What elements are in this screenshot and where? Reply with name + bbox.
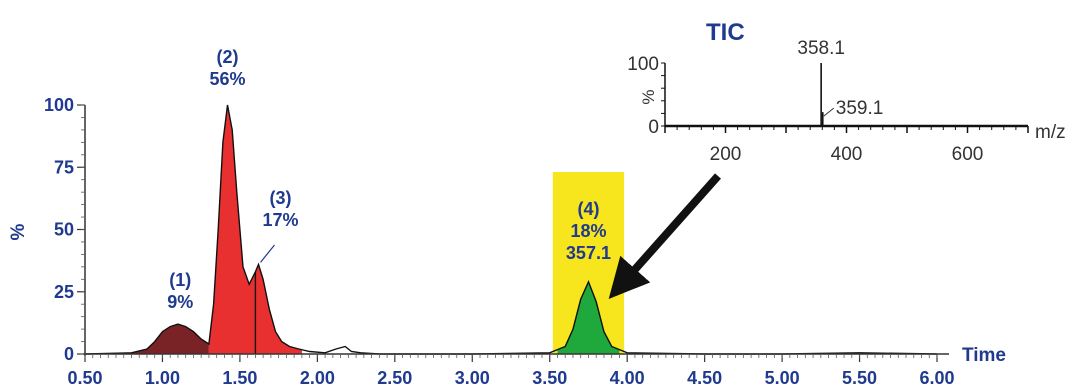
peak-fill-3 [255,264,302,354]
inset-background [600,8,1078,168]
inset-x-axis-label: m/z [1035,122,1066,143]
x-tick-label: 5.50 [842,368,877,388]
peak-label-percent: 9% [167,292,193,312]
peak-label-percent: 17% [262,210,298,230]
x-tick-label: 2.50 [377,368,412,388]
inset-y-tick-label: 0 [648,117,659,138]
y-axis-label: % [8,223,29,240]
x-axis-label: Time [962,345,1006,366]
peak-label-mass: 357.1 [566,243,611,263]
peak-label-id: (3) [269,188,291,208]
inset-x-tick-label: 200 [710,144,742,165]
peak-fill-2 [208,105,256,354]
peak-fill-4 [557,281,620,354]
inset-bar-leader [823,107,835,117]
x-tick-label: 5.00 [765,368,800,388]
x-tick-label: 4.00 [610,368,645,388]
x-tick-label: 1.00 [145,368,180,388]
inset-to-peak-arrow [608,173,721,299]
x-tick-label: 3.00 [455,368,490,388]
peak-label-id: (4) [577,199,599,219]
inset-y-tick-label: 100 [627,54,659,75]
y-tick-label: 100 [44,95,74,115]
y-tick-label: 50 [54,220,74,240]
y-tick-label: 0 [64,344,74,364]
x-tick-label: 2.00 [300,368,335,388]
inset-bar-label: 359.1 [836,98,884,119]
peak-label-percent: 18% [570,221,606,241]
peak-label-percent: 56% [210,69,246,89]
x-tick-label: 1.50 [222,368,257,388]
peak-3-leader-line [260,244,275,263]
chromatogram-trace [84,104,938,355]
inset-x-tick-label: 600 [952,144,984,165]
inset-x-tick-label: 400 [831,144,863,165]
y-tick-label: 25 [54,282,74,302]
inset-title: TIC [706,19,745,46]
peak-label-id: (1) [169,270,191,290]
peak-fill-1 [131,324,209,354]
x-tick-label: 4.50 [687,368,722,388]
peak-label-id: (2) [217,47,239,67]
inset-y-axis-label: % [639,89,658,104]
inset-bar-label: 358.1 [797,38,845,59]
y-tick-label: 75 [54,157,74,177]
x-tick-label: 3.50 [532,368,567,388]
x-tick-label: 6.00 [919,368,954,388]
x-tick-label: 0.50 [67,368,102,388]
